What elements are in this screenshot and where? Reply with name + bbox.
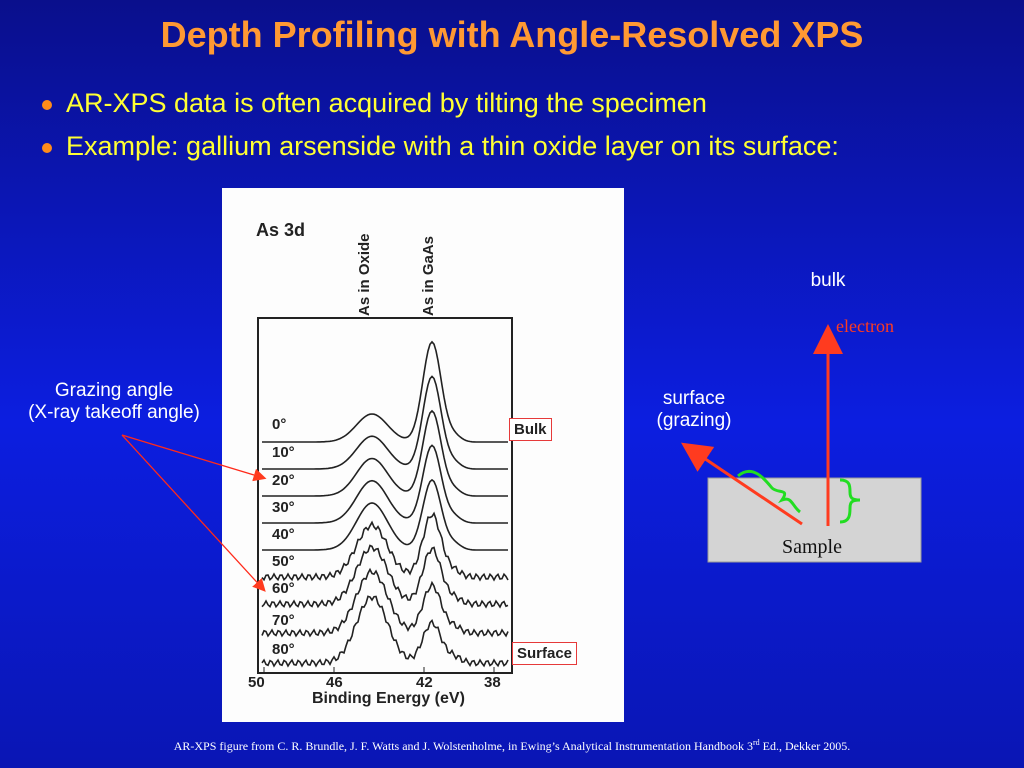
bulk-box-label: Bulk <box>509 418 552 441</box>
grazing-angle-line1: Grazing angle <box>54 380 174 401</box>
angle-label: 0° <box>272 416 287 433</box>
angle-label: 60° <box>272 580 295 597</box>
angle-label: 70° <box>272 612 295 629</box>
bullet-item: Example: gallium arsenside with a thin o… <box>38 131 839 162</box>
surface-grazing-label: surface (grazing) <box>634 388 754 432</box>
angle-label: 10° <box>272 444 295 461</box>
spectrum-trace <box>262 409 508 497</box>
surface-depth-brace <box>737 469 801 514</box>
x-tick-label: 38 <box>484 674 501 691</box>
bulk-label: bulk <box>810 270 846 291</box>
electron-label: electron <box>836 316 894 336</box>
bullet-dot-icon <box>42 100 52 110</box>
angle-label: 30° <box>272 499 295 516</box>
spectrum-trace <box>261 595 509 668</box>
bullet-item: AR-XPS data is often acquired by tilting… <box>38 88 839 119</box>
x-axis-label: Binding Energy (eV) <box>312 690 465 707</box>
spectrum-trace <box>262 444 508 524</box>
citation-text-end: Ed., Dekker 2005. <box>759 739 851 753</box>
peak-title: As 3d <box>256 220 306 240</box>
angle-label: 20° <box>272 472 295 489</box>
angle-label: 80° <box>272 641 295 658</box>
citation-footer: AR-XPS figure from C. R. Brundle, J. F. … <box>0 738 1024 754</box>
sample-block <box>707 477 922 563</box>
bulk-depth-brace <box>839 478 861 524</box>
surface-electron-arrow <box>681 442 803 526</box>
spectra-plot <box>257 317 513 674</box>
grazing-arrow-20 <box>121 434 267 482</box>
surface-line1: surface <box>662 388 726 409</box>
slide-title: Depth Profiling with Angle-Resolved XPS <box>160 14 864 55</box>
x-tick-label: 46 <box>326 674 343 691</box>
spectrum-trace <box>262 375 508 470</box>
bullet-text: AR-XPS data is often acquired by tilting… <box>66 88 707 118</box>
bullet-list: AR-XPS data is often acquired by tilting… <box>38 88 839 174</box>
plot-frame <box>257 317 513 674</box>
surface-box-label: Surface <box>512 642 578 665</box>
angle-label: 50° <box>272 553 295 570</box>
citation-text: AR-XPS figure from C. R. Brundle, J. F. … <box>173 739 753 753</box>
spectrum-trace <box>262 478 508 551</box>
xps-spectra-figure: As 3d As in Oxide As in GaAs 0° 10° 20° … <box>222 188 624 722</box>
angle-label: 40° <box>272 526 295 543</box>
sample-label: Sample <box>782 536 842 558</box>
spectrum-trace <box>261 511 509 582</box>
surface-line2: (grazing) <box>656 410 732 431</box>
grazing-angle-label: Grazing angle (X-ray takeoff angle) <box>8 380 220 424</box>
bullet-dot-icon <box>42 143 52 153</box>
spectrum-trace <box>261 567 509 638</box>
x-tick-label: 42 <box>416 674 433 691</box>
citation-superscript: rd <box>752 738 760 747</box>
grazing-angle-line2: (X-ray takeoff angle) <box>28 402 200 423</box>
grazing-arrow-60 <box>121 434 266 592</box>
spectrum-trace <box>261 544 509 609</box>
x-tick-label: 50 <box>248 674 265 691</box>
spectrum-trace <box>262 340 508 443</box>
bullet-text: Example: gallium arsenside with a thin o… <box>66 131 839 161</box>
